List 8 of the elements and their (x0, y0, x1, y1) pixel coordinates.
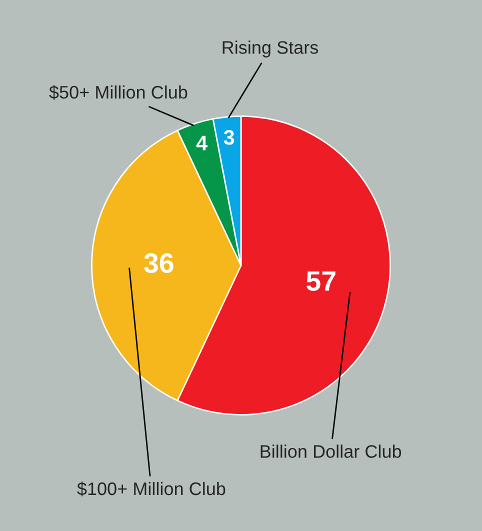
slice-label: $100+ Million Club (77, 482, 226, 496)
slice-label: Billion Dollar Club (260, 444, 402, 458)
data-label: 57 (306, 271, 336, 291)
data-label: 3 (224, 130, 234, 145)
data-label: 4 (196, 136, 208, 150)
data-label: 36 (144, 253, 174, 273)
slice-label: Rising Stars (222, 40, 318, 58)
slice-label: $50+ Million Club (49, 85, 188, 100)
